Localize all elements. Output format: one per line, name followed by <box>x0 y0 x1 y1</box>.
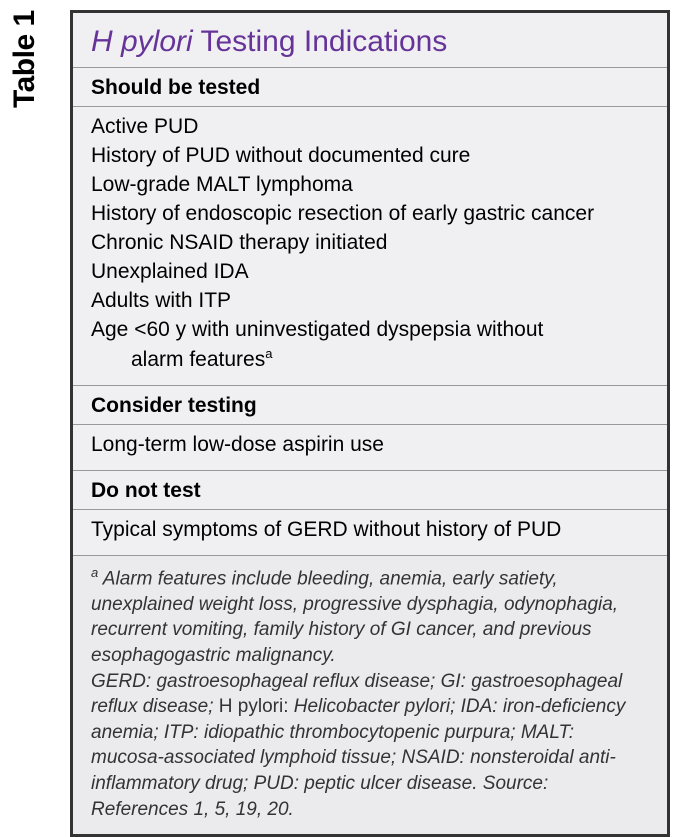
list-item-continuation: alarm featuresa <box>91 345 649 375</box>
list-item: Active PUD <box>91 113 649 142</box>
list-item: Low-grade MALT lymphoma <box>91 171 649 200</box>
table-container: H pylori Testing Indications Should be t… <box>70 10 670 837</box>
section-body-consider: Long-term low-dose aspirin use <box>73 425 667 471</box>
list-item-text: alarm features <box>131 348 265 371</box>
section-body-should: Active PUD History of PUD without docume… <box>73 107 667 386</box>
list-item-text: Age <60 y with uninvestigated dyspepsia … <box>91 318 543 341</box>
footnote-hpylori-val: Helicobacter pylori <box>294 696 450 717</box>
footnote-hpylori-label: H pylori: <box>214 696 294 717</box>
section-header-should: Should be tested <box>73 68 667 107</box>
superscript-a: a <box>265 346 272 361</box>
section-header-consider: Consider testing <box>73 386 667 425</box>
list-item: Chronic NSAID therapy initiated <box>91 229 649 258</box>
footnote: a Alarm features include bleeding, anemi… <box>73 556 667 835</box>
section-body-donot: Typical symptoms of GERD without history… <box>73 510 667 556</box>
section-header-donot: Do not test <box>73 471 667 510</box>
footnote-alarm: Alarm features include bleeding, anemia,… <box>91 568 618 666</box>
list-item: Adults with ITP <box>91 287 649 316</box>
list-item: History of PUD without documented cure <box>91 142 649 171</box>
table-label: Table 1 <box>8 10 42 108</box>
title-rest: Testing Indications <box>193 25 448 58</box>
list-item: History of endoscopic resection of early… <box>91 200 649 229</box>
list-item: Unexplained IDA <box>91 258 649 287</box>
table-title: H pylori Testing Indications <box>73 13 667 68</box>
list-item: Age <60 y with uninvestigated dyspepsia … <box>91 316 649 345</box>
title-italic: H pylori <box>91 25 193 58</box>
